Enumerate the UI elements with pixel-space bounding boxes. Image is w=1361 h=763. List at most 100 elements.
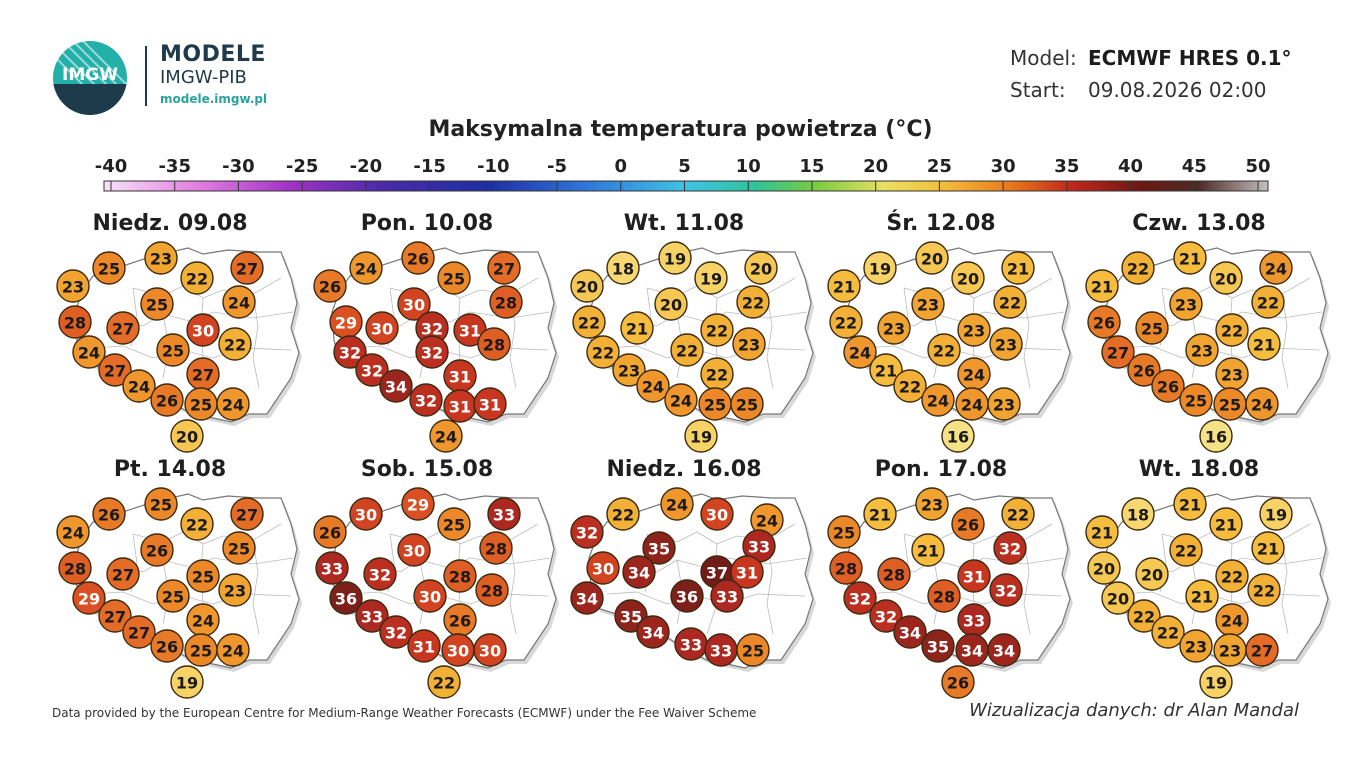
city-marker [1173,241,1207,275]
city-marker [92,497,126,531]
region-border [676,557,808,569]
city-marker [1121,251,1155,285]
city-marker [1135,311,1169,345]
city-marker [570,515,604,549]
region-border [933,557,1065,569]
city-marker [1135,557,1169,591]
city-temp: 31 [449,398,471,417]
city-temp: 25 [1185,392,1207,411]
city-marker [732,327,766,361]
colorbar-tick-label: 25 [926,156,952,177]
city-temp: 22 [1157,624,1179,643]
city-marker [156,579,190,613]
city-temp: 21 [1191,588,1213,607]
city-temp: 32 [421,344,443,363]
city-marker [1245,633,1279,667]
city-marker [1251,285,1285,319]
city-temp: 30 [479,642,501,661]
colorbar-tick-label: 10 [735,156,761,177]
region-border [1023,293,1031,389]
city-marker [1247,327,1281,361]
city-temp: 22 [1175,542,1197,561]
city-temp: 22 [612,506,634,525]
city-marker [92,251,126,285]
city-marker [56,269,90,303]
day-title: Pt. 14.08 [114,457,226,482]
colorbar-tick-label: 30 [990,156,1016,177]
city-temp: 24 [756,512,778,531]
city-temp: 24 [355,260,377,279]
city-temp: 24 [62,524,84,543]
city-marker [893,615,927,649]
city-temp: 26 [319,524,341,543]
colorbar-tick-label: 45 [1181,156,1207,177]
city-temp: 23 [995,336,1017,355]
brand-url[interactable]: modele.imgw.pl [160,92,268,106]
city-marker [927,579,961,613]
city-temp: 31 [963,568,985,587]
city-temp: 24 [1221,612,1243,631]
city-temp: 27 [192,366,214,385]
city-temp: 30 [592,560,614,579]
city-temp: 21 [833,278,855,297]
city-temp: 20 [576,278,598,297]
city-temp: 22 [186,516,208,535]
city-marker [1179,383,1213,417]
city-marker [180,261,214,295]
city-temp: 31 [736,564,758,583]
city-temp: 23 [150,250,172,269]
city-marker [951,261,985,295]
city-temp: 32 [415,392,437,411]
city-temp: 28 [449,568,471,587]
city-marker [186,559,220,593]
start-value: 09.08.2026 02:00 [1088,78,1267,102]
city-temp: 24 [642,378,664,397]
city-marker [1127,353,1161,387]
city-temp: 28 [485,540,507,559]
city-marker [921,383,955,417]
city-marker [911,287,945,321]
city-temp: 19 [690,428,712,447]
city-marker [654,287,688,321]
city-marker [355,353,389,387]
city-marker [957,313,991,347]
region-border [162,557,294,569]
city-temp: 25 [443,270,465,289]
day-title: Pon. 10.08 [361,211,494,236]
colorbar-tick-label: 35 [1054,156,1080,177]
city-marker [1001,251,1035,285]
city-marker [586,335,620,369]
city-marker [927,333,961,367]
city-temp: 28 [495,294,517,313]
city-marker [827,269,861,303]
region-border [606,591,668,605]
city-temp: 26 [449,612,471,631]
city-temp: 22 [592,344,614,363]
city-temp: 24 [1251,396,1273,415]
city-marker [987,633,1021,667]
day-map: Czw. 13.08 22 21 20 24 21 22 26 23 25 22 27 23 21 26 23… [1085,211,1331,453]
city-temp: 28 [481,582,503,601]
logo-text-top: IMGW [62,65,118,85]
city-temp: 25 [443,516,465,535]
city-marker [413,579,447,613]
city-marker [437,261,471,295]
city-temp: 23 [1219,642,1241,661]
city-marker [409,383,443,417]
city-marker [843,581,877,615]
city-marker [744,251,778,285]
city-temp: 25 [228,540,250,559]
city-marker [915,241,949,275]
city-temp: 19 [869,260,891,279]
city-temp: 21 [917,542,939,561]
brand-org: IMGW-PIB [160,67,247,88]
city-temp: 26 [1093,314,1115,333]
city-temp: 32 [361,362,383,381]
city-temp: 16 [947,428,969,447]
city-temp: 24 [1265,260,1287,279]
city-temp: 24 [666,496,688,515]
city-marker [222,531,256,565]
